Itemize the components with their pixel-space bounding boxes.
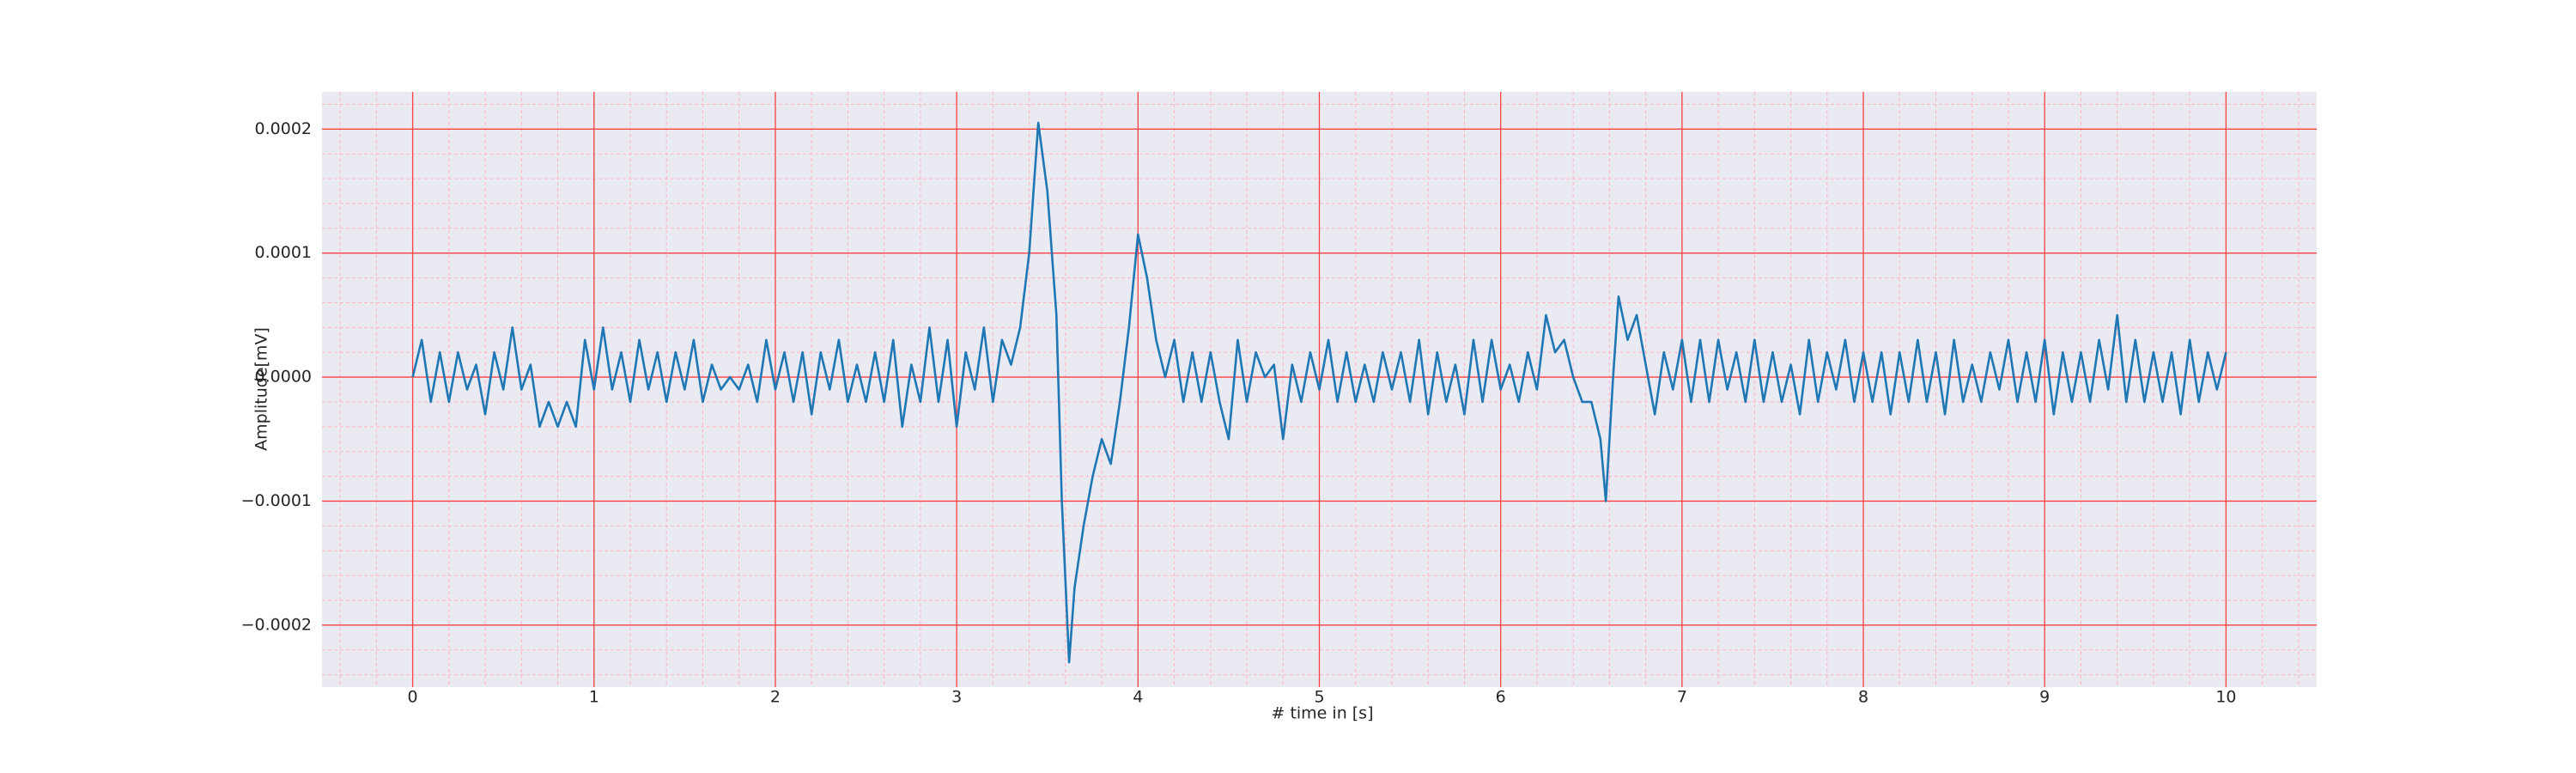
x-tick-label: 9 — [2039, 688, 2050, 707]
x-tick-label: 0 — [408, 688, 418, 707]
y-tick-label: −0.0001 — [241, 491, 312, 510]
x-tick-label: 5 — [1314, 688, 1324, 707]
x-tick-label: 4 — [1133, 688, 1143, 707]
x-tick-label: 6 — [1496, 688, 1506, 707]
x-axis-label: # time in [s] — [1271, 704, 1373, 723]
y-axis-label: Amplitude[mV] — [252, 327, 271, 451]
x-tick-label: 8 — [1858, 688, 1868, 707]
y-tick-label: 0.0002 — [255, 119, 312, 138]
x-tick-label: 10 — [2215, 688, 2236, 707]
y-tick-label: −0.0002 — [241, 615, 312, 634]
signal-line — [411, 121, 2227, 664]
x-tick-label: 2 — [770, 688, 781, 707]
x-tick-label: 7 — [1677, 688, 1687, 707]
x-tick-label: 1 — [589, 688, 599, 707]
y-tick-label: 0.0000 — [255, 368, 312, 386]
x-tick-label: 3 — [951, 688, 962, 707]
y-tick-label: 0.0001 — [255, 243, 312, 262]
